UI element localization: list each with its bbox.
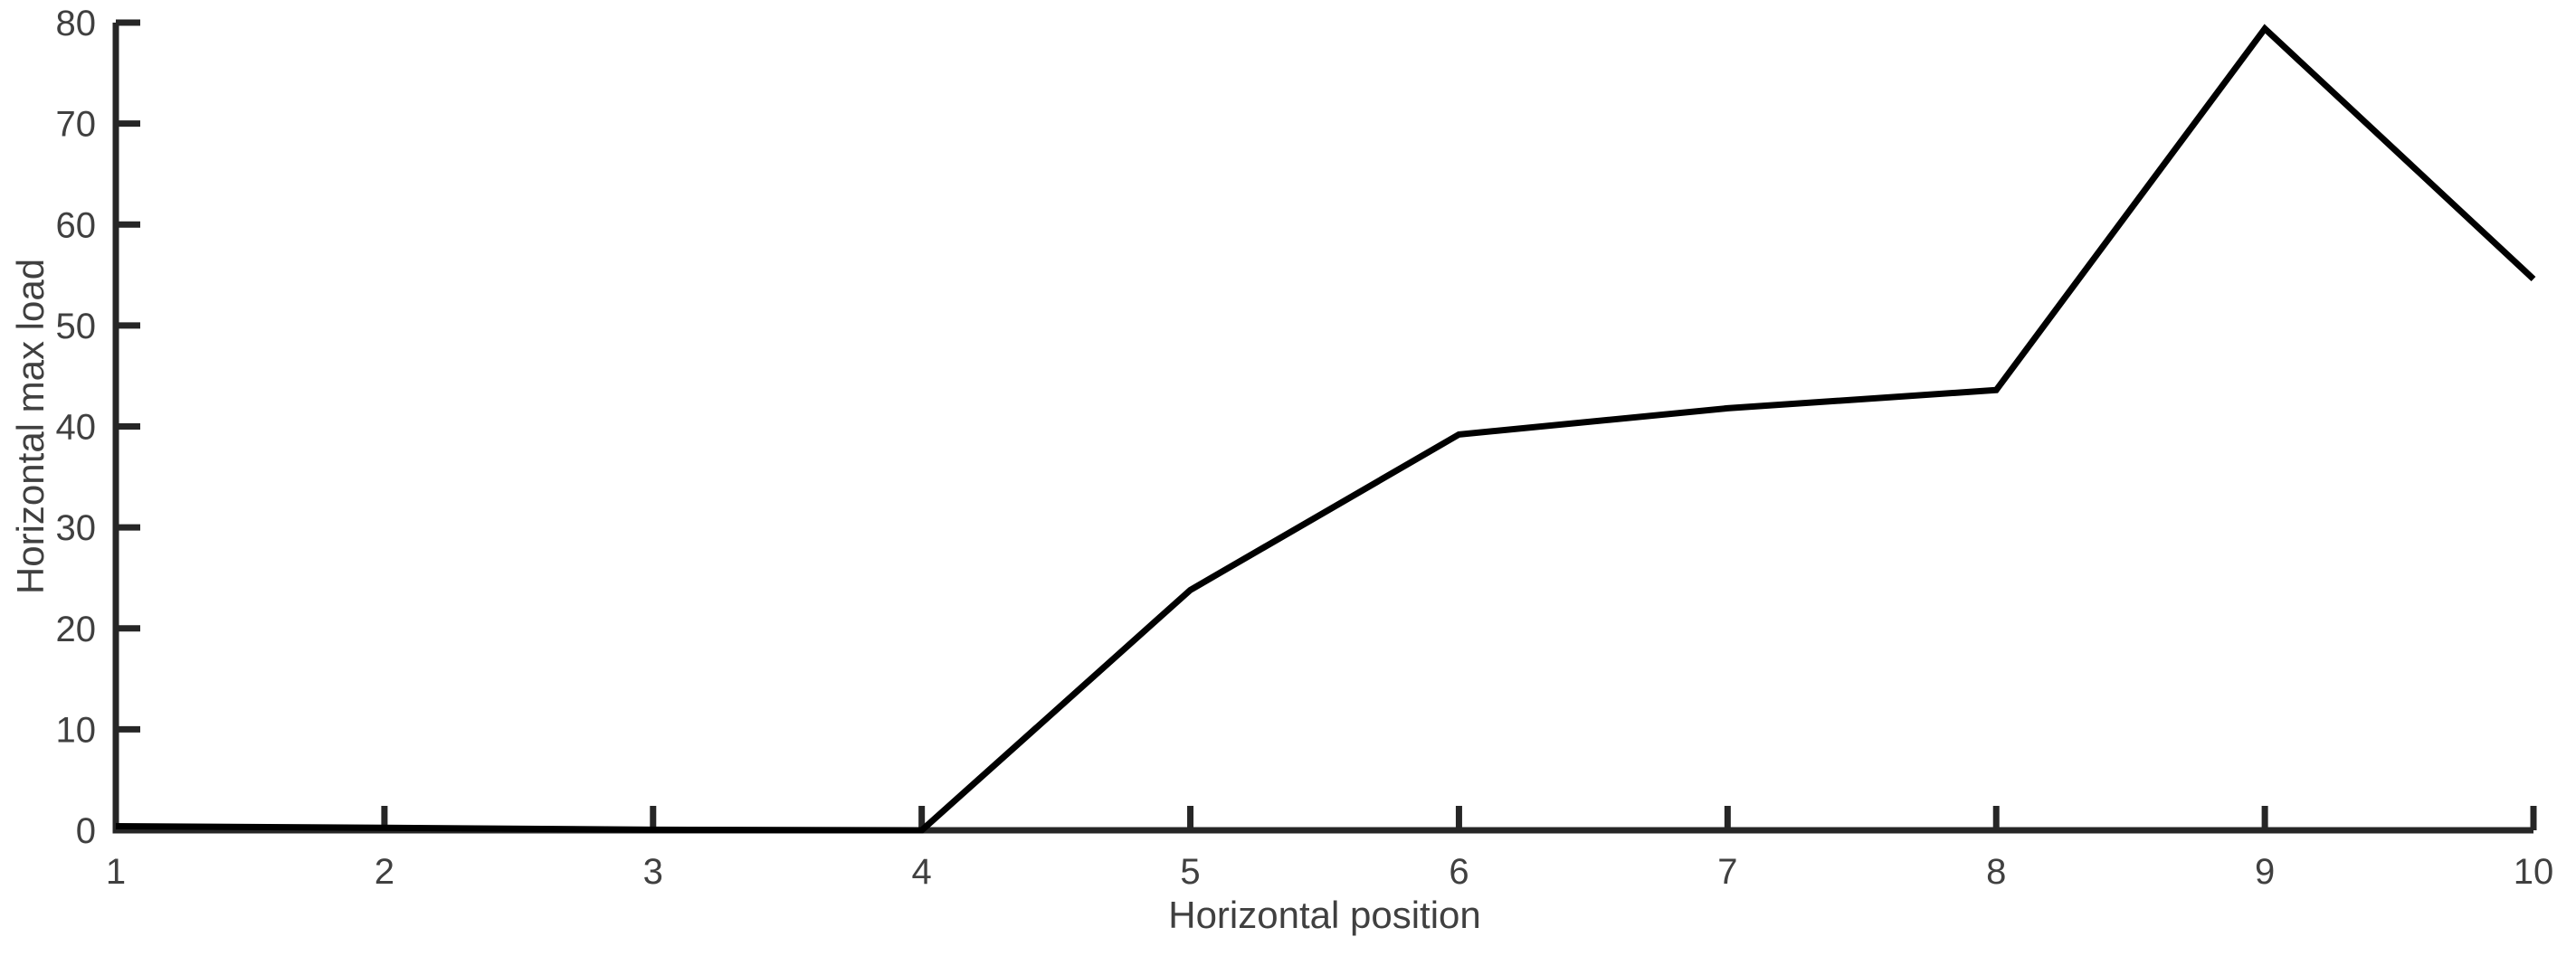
- y-tick-label: 20: [56, 610, 97, 649]
- y-tick-label: 10: [56, 710, 97, 750]
- x-axis-label: Horizontal position: [1168, 894, 1481, 936]
- x-tick-label: 5: [1180, 852, 1200, 892]
- x-tick-label: 4: [912, 852, 932, 892]
- x-tick-label: 10: [2514, 852, 2554, 892]
- y-tick-label: 60: [56, 205, 97, 245]
- y-tick-label: 80: [56, 4, 97, 43]
- x-tick-label: 2: [375, 852, 394, 892]
- x-tick-label: 1: [106, 852, 126, 892]
- y-tick-label: 70: [56, 105, 97, 145]
- x-tick-label: 7: [1717, 852, 1737, 892]
- x-tick-label: 3: [643, 852, 663, 892]
- y-tick-label: 40: [56, 408, 97, 448]
- x-tick-label: 6: [1449, 852, 1469, 892]
- data-line: [115, 24, 2536, 834]
- x-tick-label: 9: [2255, 852, 2275, 892]
- x-tick-label: 8: [1986, 852, 2006, 892]
- y-axis-label: Horizontal max load: [9, 259, 52, 594]
- y-tick-label: 30: [56, 508, 97, 548]
- y-tick-label: 50: [56, 307, 97, 346]
- y-tick-label: 0: [76, 811, 96, 851]
